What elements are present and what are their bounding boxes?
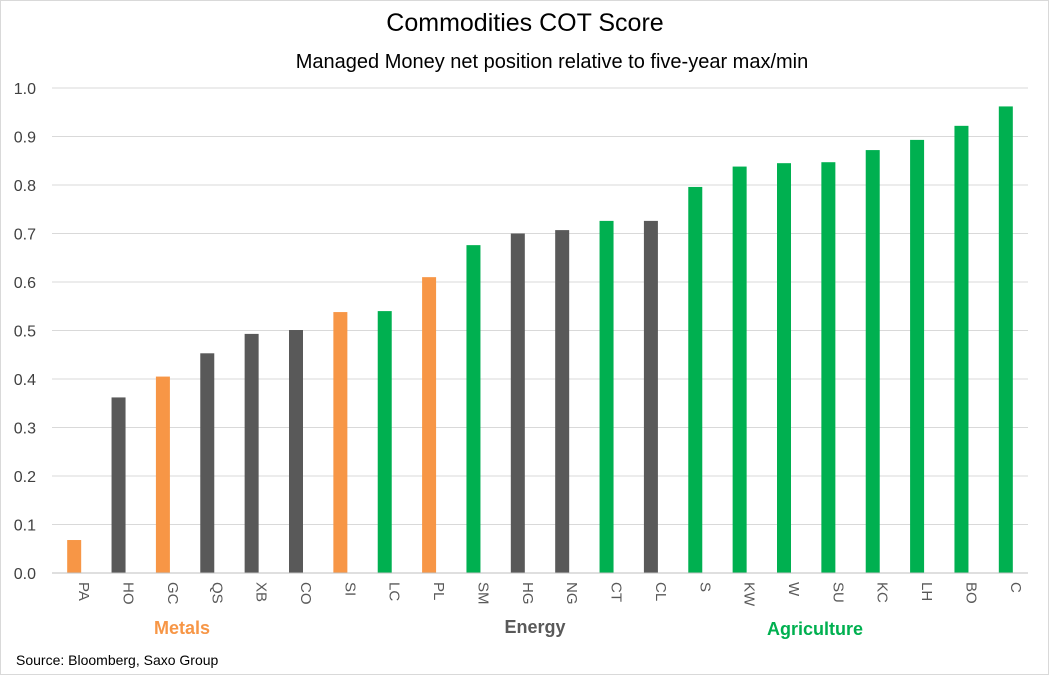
- x-axis-ticks: PA HO GC QS XB CO SI LC PL SM HG NG CT CL S KW W SU KC LH BO…: [75, 582, 1024, 607]
- bar-gc: [155, 376, 170, 573]
- y-tick-label: 0.8: [14, 178, 36, 195]
- bar-s: [688, 186, 703, 573]
- bar-sm: [466, 245, 481, 573]
- x-tick-label-pa: PA: [75, 582, 92, 601]
- gridlines: [52, 87, 1028, 525]
- group-label-metals: Metals: [154, 618, 210, 638]
- bar-kw: [732, 166, 747, 573]
- x-tick-label-s: S: [696, 582, 713, 592]
- x-tick-label-cl: CL: [652, 582, 669, 601]
- x-tick-label-lc: LC: [386, 582, 403, 601]
- bar-si: [333, 312, 348, 573]
- x-tick-label-qs: QS: [208, 582, 225, 604]
- source-note: Source: Bloomberg, Saxo Group: [16, 652, 219, 668]
- bar-su: [821, 162, 836, 573]
- x-tick-label-ho: HO: [120, 582, 137, 605]
- y-tick-label: 0.9: [14, 130, 36, 147]
- x-tick-label-ng: NG: [563, 582, 580, 605]
- bar-qs: [200, 353, 215, 573]
- x-tick-label-bo: BO: [962, 582, 979, 604]
- bar-xb: [244, 333, 259, 573]
- bar-cl: [643, 220, 658, 573]
- x-tick-label-kc: KC: [874, 582, 891, 603]
- bar-w: [777, 163, 791, 574]
- bar-hg: [510, 233, 525, 573]
- y-tick-label: 0.4: [14, 372, 36, 389]
- x-tick-label-c: C: [1007, 582, 1024, 593]
- bar-bo: [954, 125, 969, 573]
- x-tick-label-si: SI: [341, 582, 358, 596]
- x-tick-label-hg: HG: [519, 582, 536, 605]
- bar-kc: [865, 150, 880, 573]
- y-tick-label: 0.0: [14, 566, 36, 583]
- bar-lh: [910, 139, 925, 573]
- x-tick-label-kw: KW: [741, 582, 758, 607]
- group-label-energy: Energy: [504, 617, 565, 637]
- chart-title: Commodities COT Score: [386, 9, 663, 37]
- bar-lc: [377, 311, 392, 573]
- x-tick-label-co: CO: [297, 582, 314, 605]
- x-tick-label-sm: SM: [474, 582, 491, 605]
- chart-subtitle: Managed Money net position relative to f…: [296, 51, 808, 73]
- x-tick-label-gc: GC: [164, 582, 181, 605]
- x-tick-label-lh: LH: [918, 582, 935, 601]
- bar-co: [289, 330, 303, 573]
- bar-pl: [422, 277, 437, 573]
- group-label-agriculture: Agriculture: [767, 619, 863, 639]
- y-tick-label: 0.2: [14, 469, 36, 486]
- y-tick-label: 1.0: [14, 81, 36, 98]
- y-tick-label: 0.3: [14, 421, 36, 438]
- bar-ho: [111, 397, 126, 573]
- bar-pa: [67, 540, 82, 573]
- bar-c: [998, 106, 1013, 574]
- x-tick-label-pl: PL: [430, 582, 447, 600]
- bar-ng: [555, 230, 570, 574]
- y-tick-label: 0.5: [14, 324, 36, 341]
- x-tick-label-su: SU: [829, 582, 846, 603]
- bar-ct: [599, 220, 614, 573]
- x-tick-label-ct: CT: [608, 582, 625, 602]
- y-tick-label: 0.7: [14, 227, 36, 244]
- bars: [67, 106, 1013, 574]
- x-tick-label-w: W: [785, 582, 802, 597]
- y-tick-label: 0.1: [14, 518, 36, 535]
- y-axis-ticks: 0.0 0.1 0.2 0.3 0.4 0.5 0.6 0.7 0.8 0.9 1.0: [14, 81, 36, 583]
- y-tick-label: 0.6: [14, 275, 36, 292]
- x-tick-label-xb: XB: [253, 582, 270, 602]
